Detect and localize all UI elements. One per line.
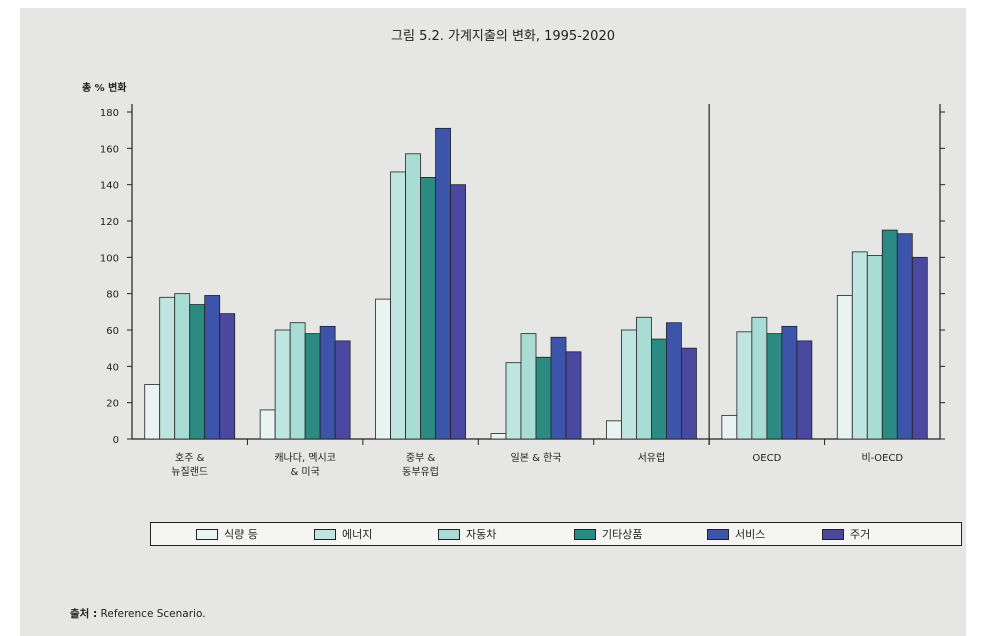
bar	[304, 333, 321, 440]
bar	[189, 304, 206, 440]
legend-label: 에너지	[342, 528, 373, 541]
chart-title: 그림 5.2. 가계지출의 변화, 1995-2020	[391, 29, 615, 44]
bar	[405, 153, 421, 440]
y-tick-label: 40	[106, 362, 119, 373]
bar	[866, 255, 883, 440]
category-label: & 미국	[290, 466, 319, 478]
legend-item: 자동차	[438, 526, 496, 542]
bar	[796, 340, 813, 440]
y-axis-label: 총 % 변화	[82, 81, 127, 94]
legend-item: 식량 등	[196, 526, 258, 542]
bar-chart: 그림 5.2. 가계지출의 변화, 1995-2020 총 % 변화 0 20 40 60…	[82, 29, 945, 478]
bar	[390, 171, 406, 440]
y-tick-label: 60	[106, 326, 119, 337]
bar	[736, 331, 753, 440]
y-tick-label: 160	[100, 144, 119, 155]
bar	[550, 336, 567, 440]
source-label: 출처 :	[70, 608, 98, 620]
legend-swatch	[574, 528, 596, 540]
category-label: 중부 &	[406, 452, 436, 464]
bar	[420, 176, 436, 440]
y-tick-label: 140	[100, 181, 119, 192]
chart-legend: 식량 등 에너지 자동차 기타상품 서비스 주거	[150, 522, 962, 546]
bar	[505, 362, 522, 440]
bar	[375, 298, 391, 440]
category-label: 동부유럽	[402, 466, 439, 478]
bar	[435, 127, 451, 440]
bar	[174, 293, 191, 440]
bar	[334, 340, 351, 440]
legend-item: 주거	[822, 526, 870, 542]
source-text: Reference Scenario.	[100, 608, 206, 620]
category-label: 일본 & 한국	[511, 452, 562, 464]
bar	[896, 233, 913, 440]
bar	[144, 384, 161, 440]
bar	[289, 322, 306, 440]
y-tick-label: 0	[113, 435, 119, 446]
bar	[219, 313, 236, 440]
bar	[520, 333, 537, 440]
bar	[681, 347, 697, 440]
category-label: 캐나다, 멕시코	[274, 452, 336, 464]
y-tick-label: 120	[100, 217, 119, 228]
y-tick-label: 100	[100, 253, 119, 264]
bar	[636, 316, 652, 440]
source-note: 출처 : Reference Scenario.	[70, 606, 206, 621]
legend-label: 서비스	[735, 528, 766, 541]
bar	[565, 351, 582, 440]
legend-swatch	[314, 528, 336, 540]
bar	[450, 184, 466, 440]
legend-label: 자동차	[466, 528, 497, 541]
y-tick-label: 20	[106, 399, 119, 410]
bar	[721, 414, 738, 440]
legend-item: 서비스	[707, 526, 765, 542]
bar	[606, 420, 622, 440]
category-label: 비-OECD	[861, 452, 903, 464]
legend-swatch	[438, 528, 460, 540]
bar	[651, 338, 667, 440]
legend-item: 에너지	[314, 526, 372, 542]
bar	[781, 325, 798, 440]
chart-panel: 그림 5.2. 가계지출의 변화, 1995-2020 총 % 변화 0 20 40 60…	[20, 8, 966, 636]
bar	[159, 296, 176, 440]
category-label: 서유럽	[638, 452, 666, 464]
legend-label: 주거	[850, 528, 871, 541]
category-label: OECD	[752, 453, 781, 464]
bar	[535, 356, 552, 440]
y-tick-label: 180	[100, 108, 119, 119]
bar	[851, 251, 868, 440]
legend-swatch	[196, 528, 218, 540]
bar	[911, 256, 928, 440]
legend-swatch	[707, 528, 729, 540]
bar	[490, 433, 507, 440]
bar	[259, 409, 276, 440]
bar	[881, 229, 898, 440]
category-label: 뉴질랜드	[171, 466, 208, 478]
bar	[666, 322, 682, 440]
bar	[766, 333, 783, 440]
category-label: 호주 &	[175, 452, 205, 464]
legend-label: 식량 등	[224, 528, 258, 541]
legend-item: 기타상품	[574, 526, 642, 542]
bar	[836, 295, 853, 440]
bar	[274, 329, 291, 440]
bar	[204, 295, 221, 440]
bar	[319, 325, 336, 440]
y-tick-label: 80	[106, 290, 119, 301]
bar	[621, 329, 637, 440]
bar	[751, 316, 768, 440]
legend-label: 기타상품	[602, 528, 643, 541]
legend-swatch	[822, 528, 844, 540]
